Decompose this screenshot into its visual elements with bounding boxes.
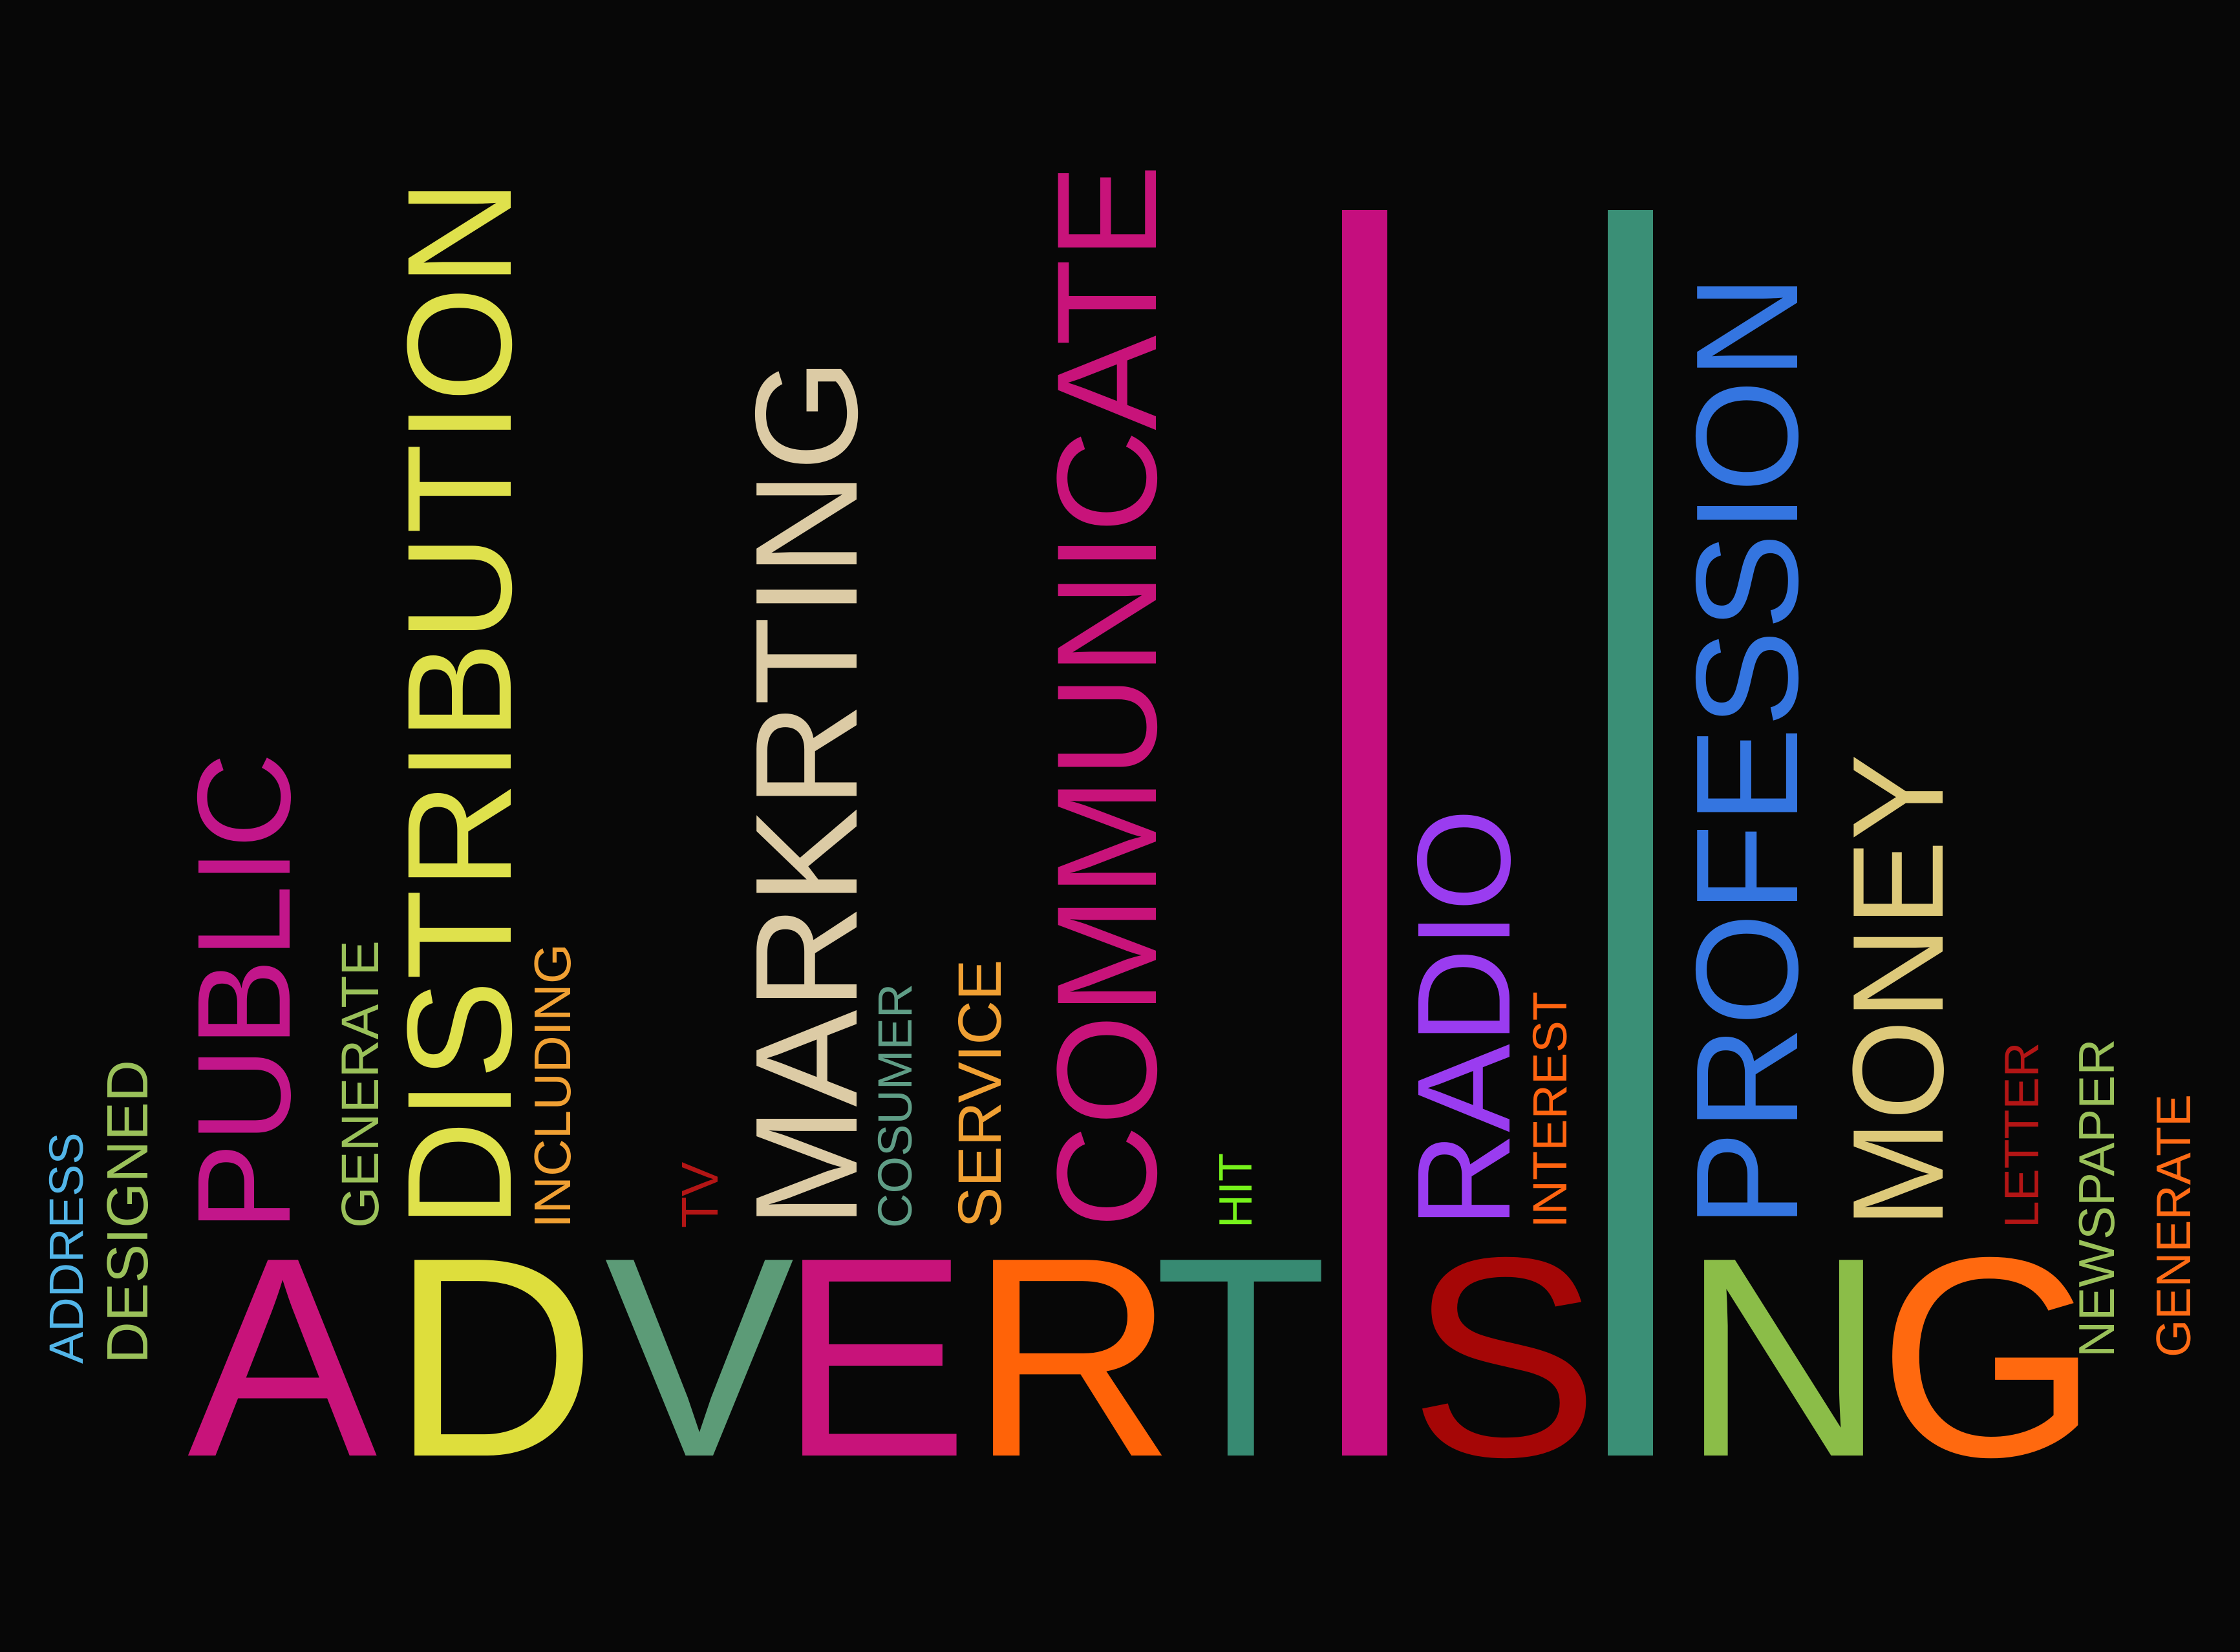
- word-cosumer: COSUMER: [868, 984, 922, 1228]
- main-letter-n: N: [1681, 1199, 1886, 1516]
- word-communicate: COMMUNICATE: [1027, 164, 1186, 1228]
- word-tv: TV: [671, 1161, 729, 1228]
- word-designed: DESIGNED: [96, 1060, 160, 1364]
- main-letter-e: E: [779, 1199, 968, 1516]
- word-service: SERVICE: [946, 960, 1014, 1228]
- word-letter: LETTER: [1994, 1042, 2049, 1228]
- main-letter-t: T: [1154, 1199, 1328, 1516]
- word-interest: INTEREST: [1523, 991, 1577, 1228]
- main-letter-v: V: [604, 1199, 796, 1516]
- word-including: INCLUDING: [524, 944, 581, 1228]
- word-generate: GENERATE: [2146, 1094, 2201, 1357]
- word-money: MONEY: [1826, 754, 1970, 1228]
- word-radio: RADIO: [1390, 809, 1538, 1228]
- word-markrting: MARKRTING: [725, 358, 888, 1228]
- word-newspaper: NEWSPAPER: [2068, 1039, 2125, 1357]
- word-distribution: DISTRIBUTION: [376, 179, 542, 1228]
- word-profession: PROFESSION: [1665, 275, 1828, 1228]
- letter-i-stem-green: [1608, 210, 1653, 1456]
- main-letter-s: S: [1409, 1199, 1599, 1516]
- word-address: ADDRESS: [39, 1132, 93, 1364]
- letter-i-stem-magenta: [1342, 210, 1387, 1456]
- main-letter-d: D: [391, 1199, 597, 1516]
- word-generate: GENERATE: [331, 940, 390, 1228]
- main-letter-g: G: [1878, 1199, 2099, 1516]
- word-hit: HIT: [1210, 1153, 1262, 1228]
- main-letter-a: A: [187, 1199, 379, 1516]
- word-public: PUBLIC: [170, 752, 318, 1231]
- main-letter-r: R: [970, 1199, 1175, 1516]
